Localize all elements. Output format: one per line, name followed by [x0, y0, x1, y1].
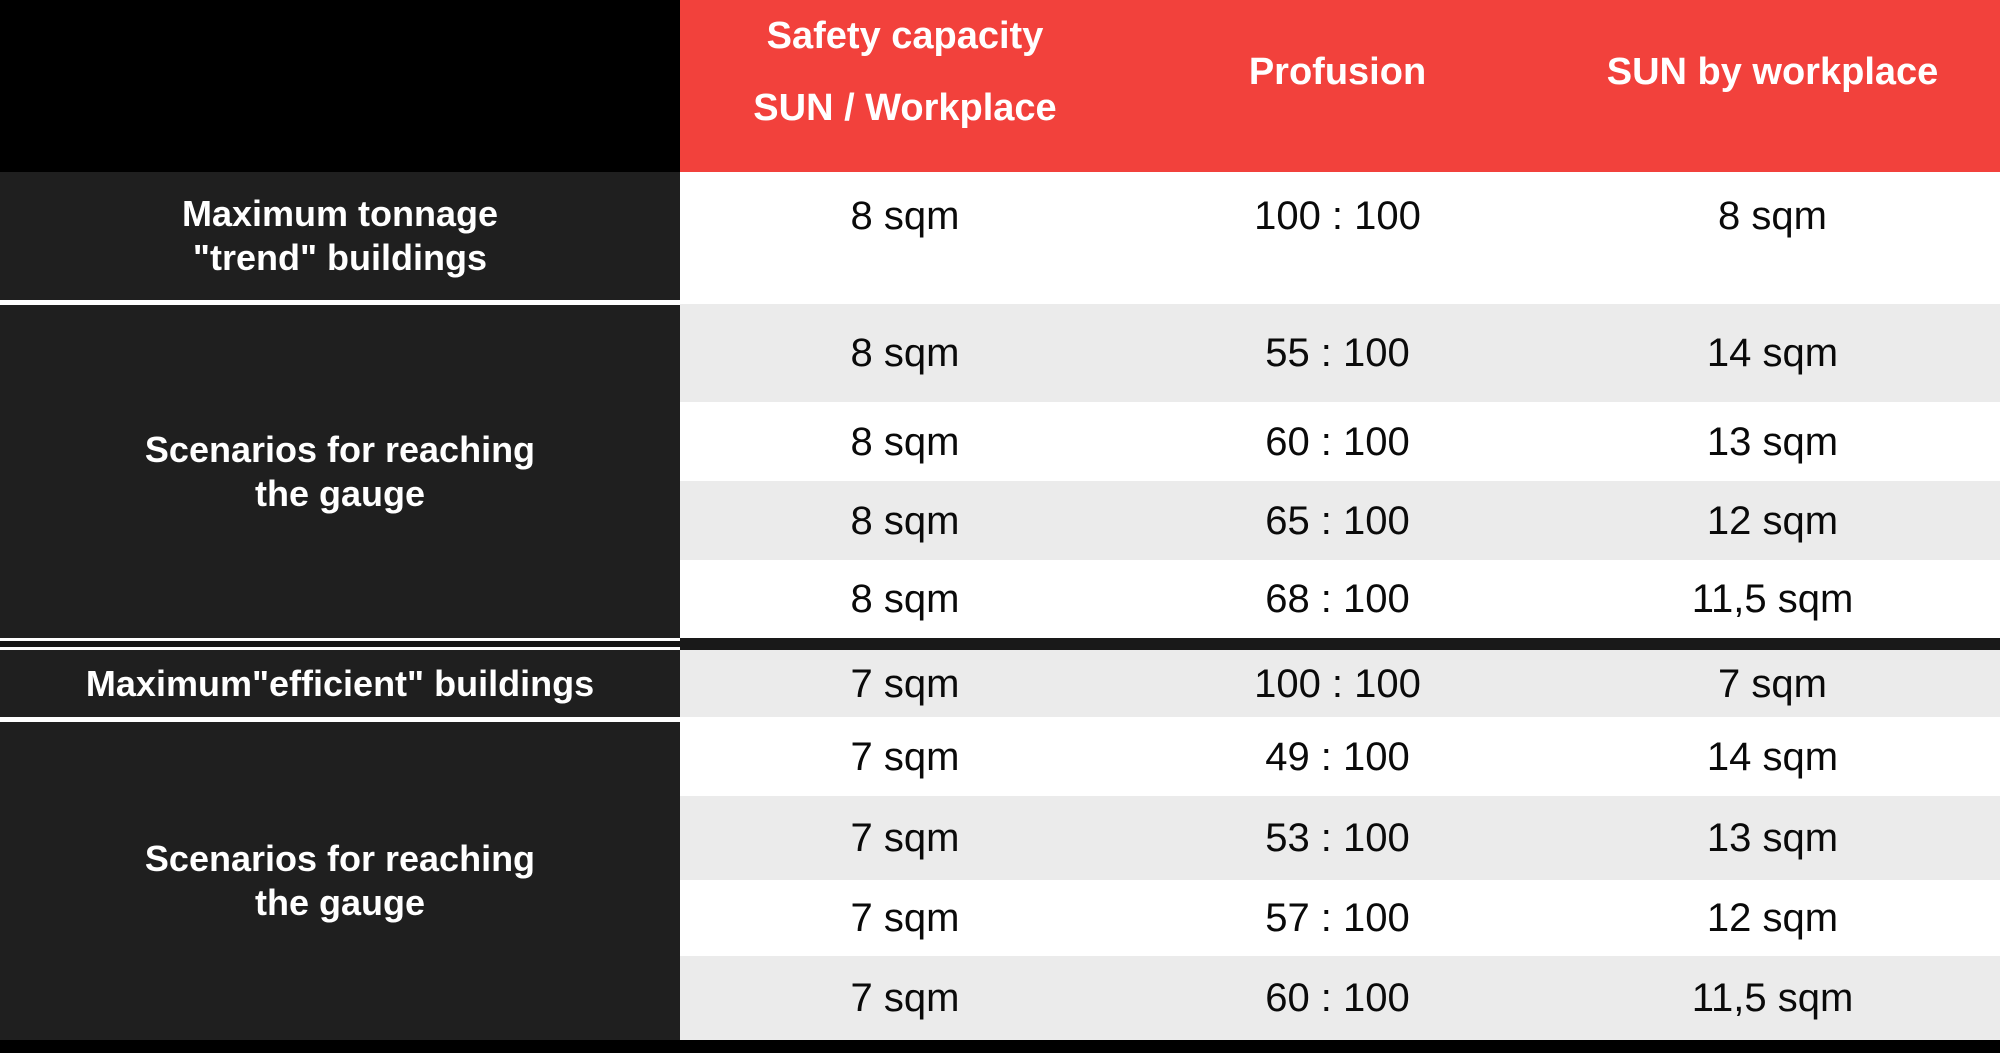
row-group-label-scenarios-2: Scenarios for reaching the gauge	[0, 722, 680, 1040]
section-divider	[680, 638, 2000, 650]
label-divider	[0, 300, 680, 305]
cell-sun-by-workplace: 12 sqm	[1706, 896, 1839, 940]
cell-profusion: 60 : 100	[1265, 976, 1410, 1020]
cell-sun-by-workplace: 14 sqm	[1706, 331, 1839, 375]
row-group-label-trend-buildings: Maximum tonnage "trend" buildings	[0, 172, 680, 300]
table-header-row: Safety capacity SUN / Workplace Profusio…	[680, 0, 2000, 172]
table-row: 7 sqm 100 : 100 7 sqm	[680, 650, 2000, 717]
cell-profusion: 65 : 100	[1265, 498, 1410, 543]
cell-safety-capacity: 7 sqm	[850, 816, 960, 860]
cell-sun-by-workplace: 7 sqm	[1718, 661, 1827, 706]
table-row: 8 sqm 100 : 100 8 sqm	[680, 172, 2000, 304]
cell-profusion: 60 : 100	[1265, 419, 1410, 464]
data-columns: Safety capacity SUN / Workplace Profusio…	[680, 0, 2000, 1053]
cell-safety-capacity: 7 sqm	[850, 734, 960, 779]
cell-profusion: 55 : 100	[1265, 331, 1410, 375]
row-group-label-scenarios-1: Scenarios for reaching the gauge	[0, 305, 680, 638]
cell-safety-capacity: 8 sqm	[850, 498, 960, 543]
cell-safety-capacity: 8 sqm	[850, 419, 960, 464]
cell-safety-capacity: 7 sqm	[850, 896, 960, 940]
column-header-safety-line2: SUN / Workplace	[753, 87, 1057, 129]
section-divider-left	[0, 638, 680, 650]
bottom-frame	[0, 1040, 680, 1053]
cell-safety-capacity: 8 sqm	[850, 331, 960, 375]
cell-sun-by-workplace: 12 sqm	[1706, 498, 1839, 543]
cell-profusion: 100 : 100	[1254, 661, 1421, 706]
label-divider	[0, 717, 680, 722]
cell-safety-capacity: 8 sqm	[850, 577, 960, 621]
table-row: 7 sqm 49 : 100 14 sqm	[680, 717, 2000, 796]
table-row: 7 sqm 53 : 100 13 sqm	[680, 796, 2000, 880]
cell-sun-by-workplace: 13 sqm	[1706, 816, 1839, 860]
table-row: 8 sqm 55 : 100 14 sqm	[680, 304, 2000, 402]
cell-safety-capacity: 7 sqm	[850, 661, 960, 706]
row-group-label-efficient-buildings: Maximum"efficient" buildings	[0, 650, 680, 717]
cell-sun-by-workplace: 8 sqm	[1718, 194, 1827, 238]
cell-profusion: 49 : 100	[1265, 734, 1410, 779]
row-group-column: Maximum tonnage "trend" buildings Scenar…	[0, 0, 680, 1053]
cell-sun-by-workplace: 14 sqm	[1706, 734, 1839, 779]
table-row: 8 sqm 65 : 100 12 sqm	[680, 481, 2000, 560]
column-header-sun-by-workplace: SUN by workplace	[1606, 51, 1939, 94]
table-row: 8 sqm 68 : 100 11,5 sqm	[680, 560, 2000, 638]
cell-sun-by-workplace: 11,5 sqm	[1691, 976, 1854, 1020]
cell-profusion: 57 : 100	[1265, 896, 1410, 940]
cell-profusion: 53 : 100	[1265, 816, 1410, 860]
column-header-safety-line1: Safety capacity	[766, 15, 1044, 58]
cell-sun-by-workplace: 13 sqm	[1706, 419, 1839, 464]
corner-cell	[0, 0, 680, 172]
column-header-safety-capacity: Safety capacity SUN / Workplace	[680, 0, 1130, 172]
table-row: 7 sqm 60 : 100 11,5 sqm	[680, 956, 2000, 1040]
bottom-frame	[680, 1040, 2000, 1053]
cell-profusion: 100 : 100	[1254, 194, 1421, 238]
cell-safety-capacity: 7 sqm	[850, 976, 960, 1020]
cell-sun-by-workplace: 11,5 sqm	[1691, 577, 1854, 621]
column-header-profusion: Profusion	[1248, 51, 1427, 94]
table-row: 8 sqm 60 : 100 13 sqm	[680, 402, 2000, 481]
cell-profusion: 68 : 100	[1265, 577, 1410, 621]
table-row: 7 sqm 57 : 100 12 sqm	[680, 880, 2000, 956]
cell-safety-capacity: 8 sqm	[850, 194, 960, 238]
